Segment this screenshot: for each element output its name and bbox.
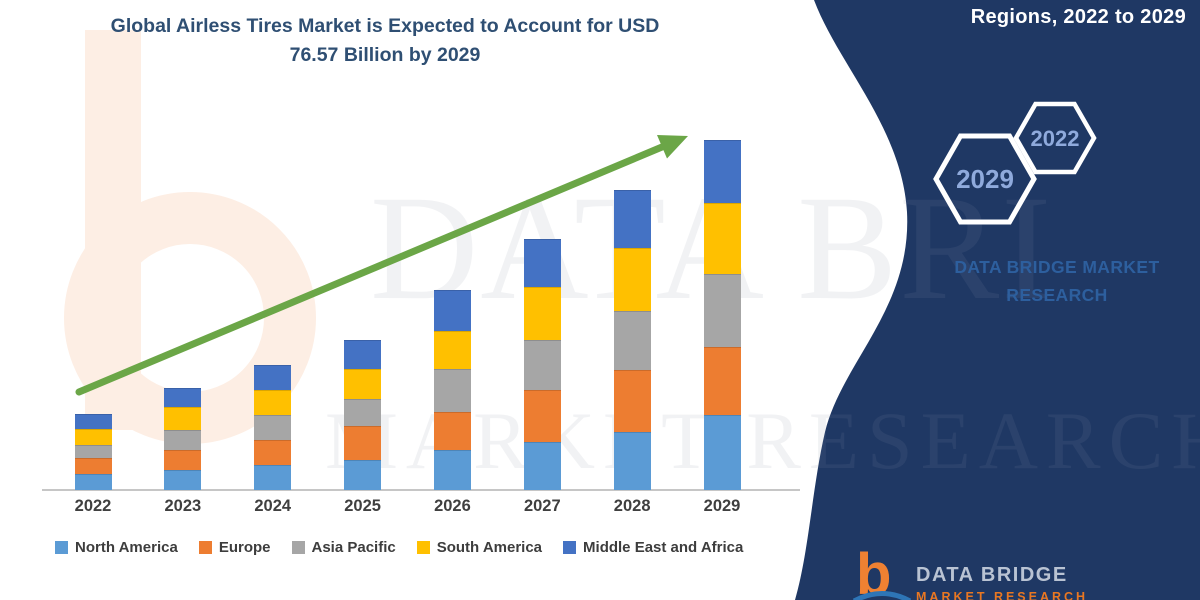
hexagon-2029-label: 2029 bbox=[956, 164, 1014, 194]
bar-segment-2024-south-america bbox=[254, 389, 292, 415]
bar-2027 bbox=[523, 239, 561, 490]
bar-segment-2026-europe bbox=[433, 411, 471, 451]
bar-segment-2028-middle-east-and-africa bbox=[613, 190, 651, 248]
bar-segment-2023-north-america bbox=[164, 469, 202, 490]
panel-brand-line1: DATA BRIDGE MARKET bbox=[954, 257, 1160, 277]
legend-swatch-icon bbox=[416, 541, 430, 554]
bar-2022 bbox=[74, 414, 112, 490]
bar-segment-2029-europe bbox=[703, 347, 741, 416]
bar-segment-2023-south-america bbox=[164, 406, 202, 430]
x-axis-line bbox=[42, 489, 800, 491]
legend-swatch-icon bbox=[198, 541, 212, 554]
legend-item-asia-pacific: Asia Pacific bbox=[291, 539, 396, 556]
bar-segment-2022-middle-east-and-africa bbox=[74, 414, 112, 429]
bar-segment-2025-asia-pacific bbox=[344, 399, 382, 427]
x-axis-label-2023: 2023 bbox=[164, 497, 202, 515]
bar-2024 bbox=[254, 365, 292, 490]
chart-legend: North America Europe Asia Pacific South Ame… bbox=[55, 539, 743, 556]
bar-2025 bbox=[344, 339, 382, 490]
bar-segment-2023-asia-pacific bbox=[164, 429, 202, 450]
bar-segment-2023-middle-east-and-africa bbox=[164, 387, 202, 407]
x-axis-label-2025: 2025 bbox=[344, 497, 381, 515]
x-axis-label-2022: 2022 bbox=[74, 497, 112, 515]
bar-segment-2024-europe bbox=[254, 439, 292, 465]
bar-segment-2026-asia-pacific bbox=[433, 368, 471, 412]
bar-segment-2022-asia-pacific bbox=[74, 444, 112, 459]
hexagon-badges: 2029 2022 bbox=[933, 101, 1097, 225]
x-axis-label-2029: 2029 bbox=[703, 497, 741, 515]
x-axis-label-2024: 2024 bbox=[254, 497, 292, 515]
legend-label: South America bbox=[436, 539, 543, 556]
bar-segment-2025-middle-east-and-africa bbox=[344, 339, 382, 369]
bar-segment-2029-south-america bbox=[703, 202, 741, 275]
bar-segment-2025-south-america bbox=[344, 368, 382, 400]
legend-label: Middle East and Africa bbox=[583, 539, 744, 556]
bar-segment-2026-north-america bbox=[433, 450, 471, 490]
panel-brand-line2: RESEARCH bbox=[1006, 285, 1108, 305]
bar-segment-2027-middle-east-and-africa bbox=[523, 239, 561, 288]
bar-segment-2026-south-america bbox=[433, 330, 471, 369]
bar-segment-2024-middle-east-and-africa bbox=[254, 365, 292, 390]
x-axis-label-2027: 2027 bbox=[523, 497, 561, 515]
bar-segment-2027-europe bbox=[523, 389, 561, 442]
bar-segment-2022-south-america bbox=[74, 428, 112, 445]
panel-caption: Regions, 2022 to 2029 bbox=[970, 6, 1186, 28]
bar-segment-2022-north-america bbox=[74, 473, 112, 490]
legend-label: Europe bbox=[218, 539, 271, 556]
bar-segment-2029-middle-east-and-africa bbox=[703, 140, 741, 203]
hexagon-2022-label: 2022 bbox=[1031, 126, 1080, 151]
legend-label: Asia Pacific bbox=[311, 539, 396, 556]
bar-segment-2028-south-america bbox=[613, 247, 651, 312]
x-axis-label-2026: 2026 bbox=[434, 497, 471, 515]
legend-label: North America bbox=[75, 539, 178, 556]
legend-swatch-icon bbox=[55, 541, 68, 554]
x-axis-label-2028: 2028 bbox=[613, 497, 651, 515]
bar-segment-2027-north-america bbox=[523, 441, 561, 490]
bar-segment-2028-north-america bbox=[613, 431, 651, 490]
trend-arrow-head bbox=[657, 135, 688, 159]
bar-segment-2028-europe bbox=[613, 369, 651, 432]
footer-sub-text: MARKET RESEARCH bbox=[916, 590, 1089, 600]
bar-2023 bbox=[164, 387, 202, 490]
bar-segment-2025-europe bbox=[344, 426, 382, 460]
bar-segment-2026-middle-east-and-africa bbox=[433, 289, 471, 331]
legend-swatch-icon bbox=[291, 541, 305, 554]
footer-brand-text: DATA BRIDGE bbox=[916, 564, 1068, 586]
legend-item-middle-east-and-africa: Middle East and Africa bbox=[563, 539, 743, 556]
panel-brand-text: DATA BRIDGE MARKET RESEARCH bbox=[943, 253, 1171, 309]
footer-logo-swoosh-icon bbox=[852, 591, 912, 600]
bar-segment-2023-europe bbox=[164, 449, 202, 470]
bar-segment-2028-asia-pacific bbox=[613, 311, 651, 370]
legend-item-europe: Europe bbox=[198, 539, 271, 556]
legend-item-north-america: North America bbox=[55, 539, 178, 556]
bar-segment-2027-south-america bbox=[523, 287, 561, 341]
bar-2028 bbox=[613, 190, 651, 490]
bar-segment-2025-north-america bbox=[344, 459, 382, 490]
bar-segment-2024-north-america bbox=[254, 464, 292, 490]
bar-segment-2027-asia-pacific bbox=[523, 340, 561, 390]
footer-logo: b DATA BRIDGE MARKET RESEARCH bbox=[850, 546, 1180, 600]
bar-2026 bbox=[433, 289, 471, 490]
bar-segment-2029-asia-pacific bbox=[703, 274, 741, 347]
page-title: Global Airless Tires Market is Expected … bbox=[110, 15, 660, 67]
bar-segment-2029-north-america bbox=[703, 415, 741, 490]
legend-item-south-america: South America bbox=[416, 539, 543, 556]
bar-2029 bbox=[703, 140, 741, 490]
bar-segment-2024-asia-pacific bbox=[254, 414, 292, 440]
bar-segment-2022-europe bbox=[74, 458, 112, 474]
legend-swatch-icon bbox=[563, 541, 577, 554]
